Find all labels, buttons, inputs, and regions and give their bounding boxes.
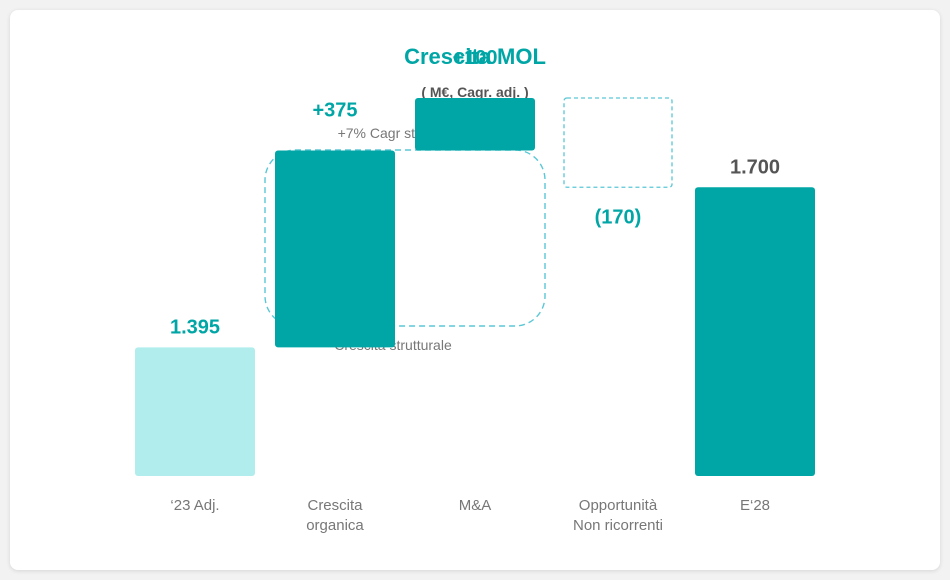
value-label-crescita-organica: +375	[312, 100, 357, 122]
chart-subtitle: ( M€, Cagr. adj. )	[421, 84, 528, 100]
value-label-m-a: +100	[452, 47, 497, 69]
category-label-m-a-line-1: M&A	[459, 497, 492, 514]
category-label-crescita-organica-line-1: Crescita	[307, 497, 363, 514]
labels-layer: 1.395 ‘23 Adj. +375 Crescita organica +100 M&A…	[170, 47, 780, 534]
value-label-e-28: 1.700	[730, 156, 780, 178]
bars-layer	[135, 97, 815, 476]
bar-opportunit-non-ricorrenti	[563, 97, 673, 188]
bar-m-a	[415, 98, 535, 151]
bar-23-adj	[135, 347, 255, 476]
chart-title: Crescita MOL	[404, 44, 546, 69]
structural-growth-group	[264, 149, 546, 327]
bar-e-28	[695, 187, 815, 476]
value-label-23-adj: 1.395	[170, 316, 220, 338]
bar-crescita-organica	[275, 150, 395, 348]
category-label-23-adj-line-1: ‘23 Adj.	[170, 497, 219, 514]
category-label-opportunit-non-ricorrenti-line-2: Non ricorrenti	[573, 517, 663, 534]
category-label-e-28-line-1: E‘28	[740, 497, 770, 514]
value-label-opportunit-non-ricorrenti: (170)	[595, 206, 642, 228]
category-label-crescita-organica-line-2: organica	[306, 517, 364, 534]
category-label-opportunit-non-ricorrenti-line-1: Opportunità	[579, 497, 658, 514]
